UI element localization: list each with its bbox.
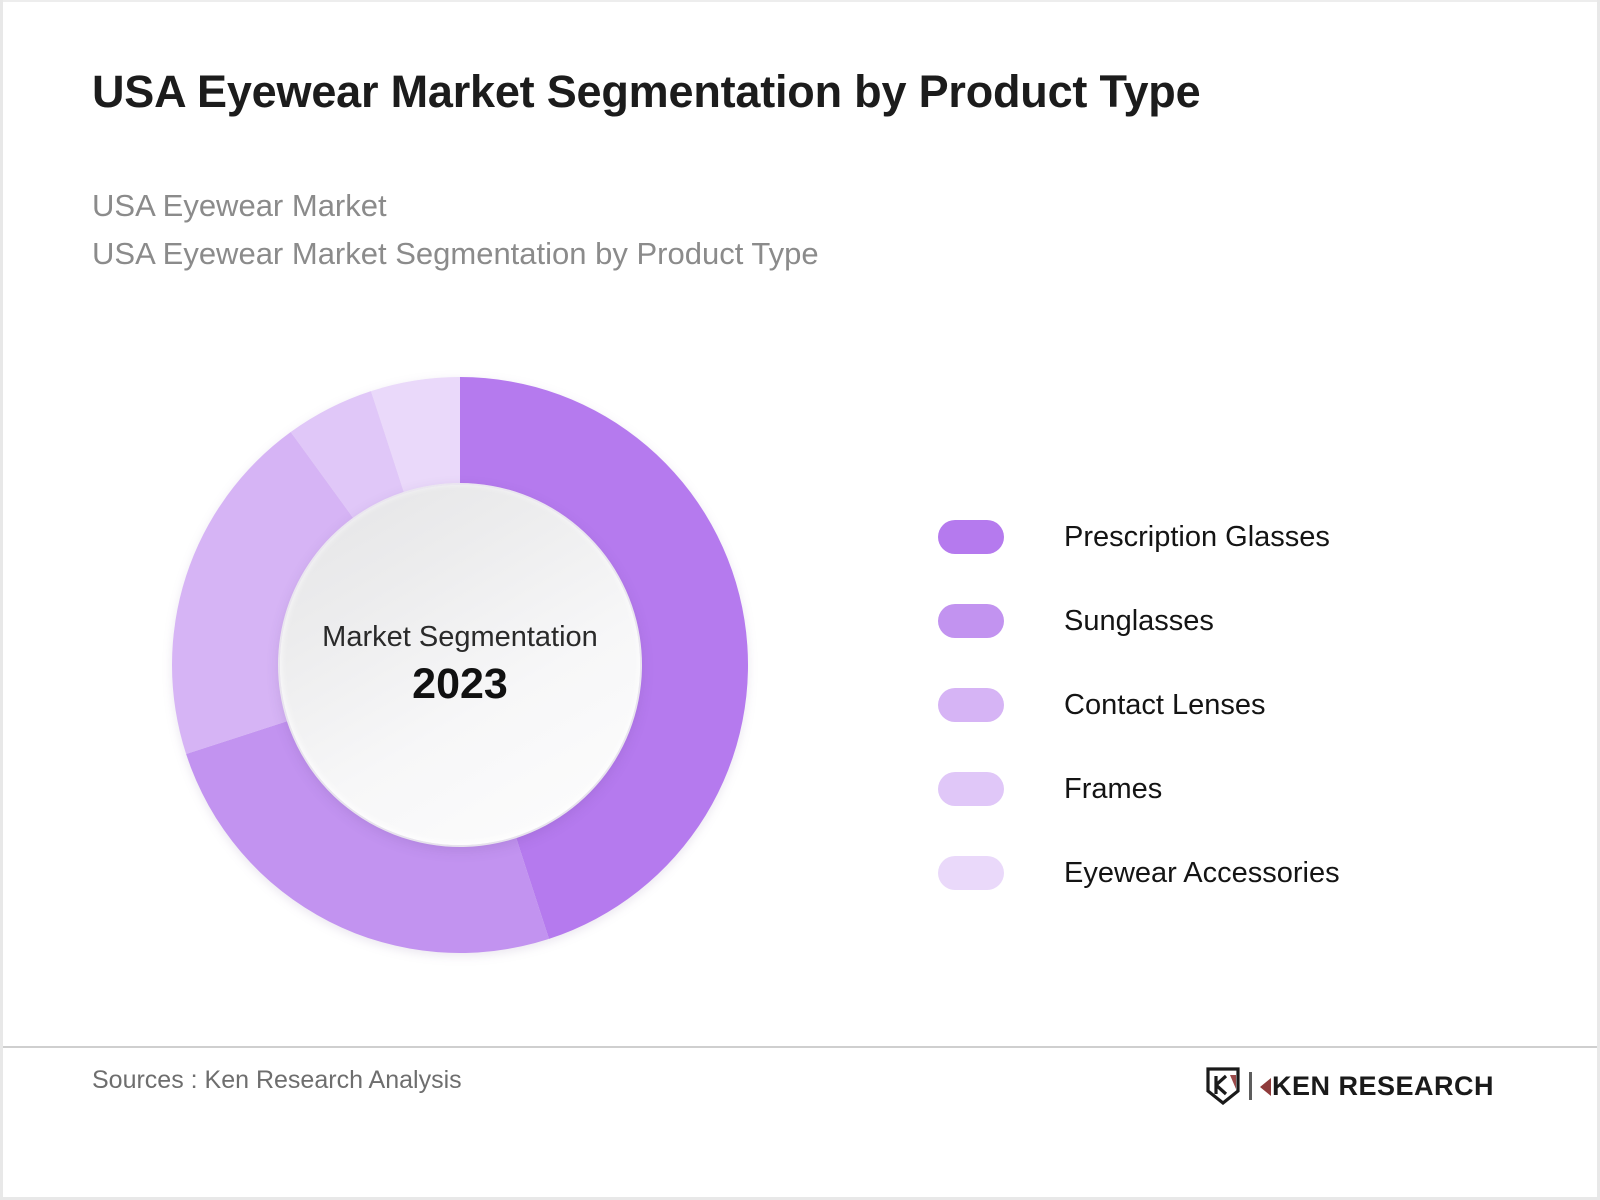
legend-swatch-icon bbox=[938, 856, 1004, 890]
donut-center: Market Segmentation 2023 bbox=[280, 485, 640, 845]
slide-border-bottom bbox=[0, 1197, 1600, 1200]
brand-name: KEN RESEARCH bbox=[1259, 1070, 1494, 1102]
legend-swatch-icon bbox=[938, 520, 1004, 554]
chart-legend: Prescription Glasses Sunglasses Contact Le… bbox=[938, 495, 1498, 915]
legend-item[interactable]: Sunglasses bbox=[938, 579, 1498, 663]
subtitle-block: USA Eyewear Market USA Eyewear Market Se… bbox=[92, 182, 819, 278]
legend-swatch-icon bbox=[938, 688, 1004, 722]
legend-item[interactable]: Prescription Glasses bbox=[938, 495, 1498, 579]
slide-border-right bbox=[1597, 0, 1600, 1200]
legend-label: Prescription Glasses bbox=[1064, 520, 1330, 553]
legend-label: Contact Lenses bbox=[1064, 688, 1266, 721]
page-title: USA Eyewear Market Segmentation by Produ… bbox=[92, 66, 1201, 117]
ken-research-shield-icon bbox=[1206, 1067, 1240, 1105]
slide-border-top bbox=[0, 0, 1600, 2]
donut-slice[interactable] bbox=[186, 721, 549, 953]
subtitle-line-2: USA Eyewear Market Segmentation by Produ… bbox=[92, 236, 819, 271]
donut-slice[interactable] bbox=[290, 391, 404, 518]
legend-label: Eyewear Accessories bbox=[1064, 856, 1340, 889]
legend-swatch-icon bbox=[938, 604, 1004, 638]
footer-sources: Sources : Ken Research Analysis bbox=[92, 1066, 462, 1094]
brand-logo: KEN RESEARCH bbox=[1206, 1067, 1494, 1105]
subtitle-line-1: USA Eyewear Market bbox=[92, 188, 387, 223]
legend-item[interactable]: Eyewear Accessories bbox=[938, 831, 1498, 915]
donut-center-label: Market Segmentation bbox=[322, 621, 598, 653]
donut-slice[interactable] bbox=[460, 377, 749, 939]
legend-label: Sunglasses bbox=[1064, 604, 1214, 637]
footer-divider bbox=[3, 1046, 1597, 1048]
donut-slice[interactable] bbox=[172, 432, 354, 754]
donut-slices-svg bbox=[172, 377, 749, 953]
legend-item[interactable]: Frames bbox=[938, 747, 1498, 831]
slide-border-left bbox=[0, 0, 3, 1200]
legend-swatch-icon bbox=[938, 772, 1004, 806]
donut-center-year: 2023 bbox=[412, 660, 508, 708]
donut-chart: Market Segmentation 2023 bbox=[170, 375, 750, 955]
legend-label: Frames bbox=[1064, 772, 1163, 805]
legend-item[interactable]: Contact Lenses bbox=[938, 663, 1498, 747]
brand-name-text: KEN RESEARCH bbox=[1271, 1070, 1494, 1101]
brand-arrow-icon bbox=[1259, 1077, 1271, 1096]
brand-separator bbox=[1248, 1072, 1252, 1100]
donut-slice[interactable] bbox=[371, 377, 460, 492]
